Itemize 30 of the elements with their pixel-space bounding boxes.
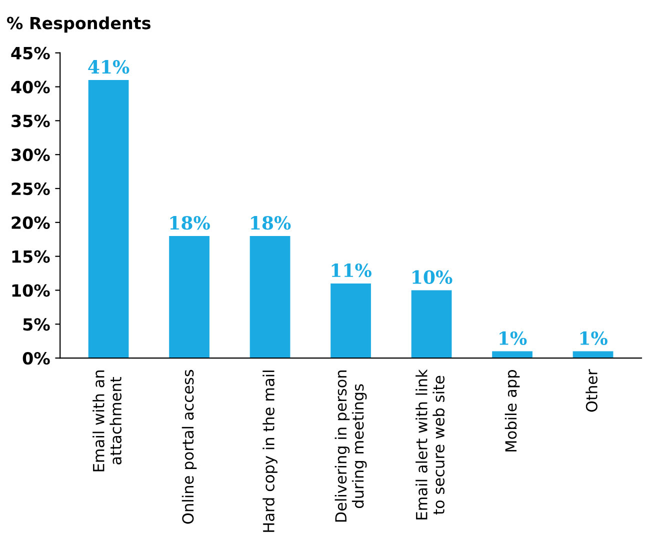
y-tick-label: 15%: [12, 250, 50, 263]
y-tick-label: 10%: [12, 284, 50, 297]
x-tick-label: Online portal access: [182, 370, 197, 524]
bar: [88, 80, 129, 358]
bar: [250, 236, 290, 358]
x-tick-label: Email alert with link to secure web site: [416, 369, 445, 520]
bar: [169, 236, 210, 358]
y-axis-title: % Respondents: [6, 16, 150, 33]
data-label: 18%: [170, 216, 210, 230]
y-tick-label: 30%: [12, 148, 50, 162]
x-tick-label: Email with an attachment: [92, 370, 122, 472]
data-label: 10%: [412, 270, 452, 284]
x-tick-label: Mobile app: [504, 370, 520, 452]
data-label: 11%: [332, 264, 372, 278]
data-label: 1%: [500, 331, 527, 346]
data-label: 41%: [88, 60, 130, 74]
data-label: 18%: [251, 216, 291, 230]
data-label: 1%: [580, 331, 608, 346]
x-tick-label: Delivering in person during meetings: [334, 370, 367, 522]
bar: [411, 290, 452, 358]
y-tick-label: 0%: [22, 352, 50, 365]
y-tick-label: 35%: [12, 114, 50, 128]
y-tick-label: 40%: [11, 80, 50, 94]
x-tick-label: Other: [586, 369, 598, 412]
bar: [330, 283, 371, 358]
y-tick-label: 5%: [23, 318, 50, 331]
x-tick-label: Hard copy in the mail: [262, 370, 278, 532]
y-tick-label: 25%: [12, 182, 50, 196]
y-tick-label: 45%: [11, 46, 50, 60]
y-tick-label: 20%: [12, 216, 50, 229]
